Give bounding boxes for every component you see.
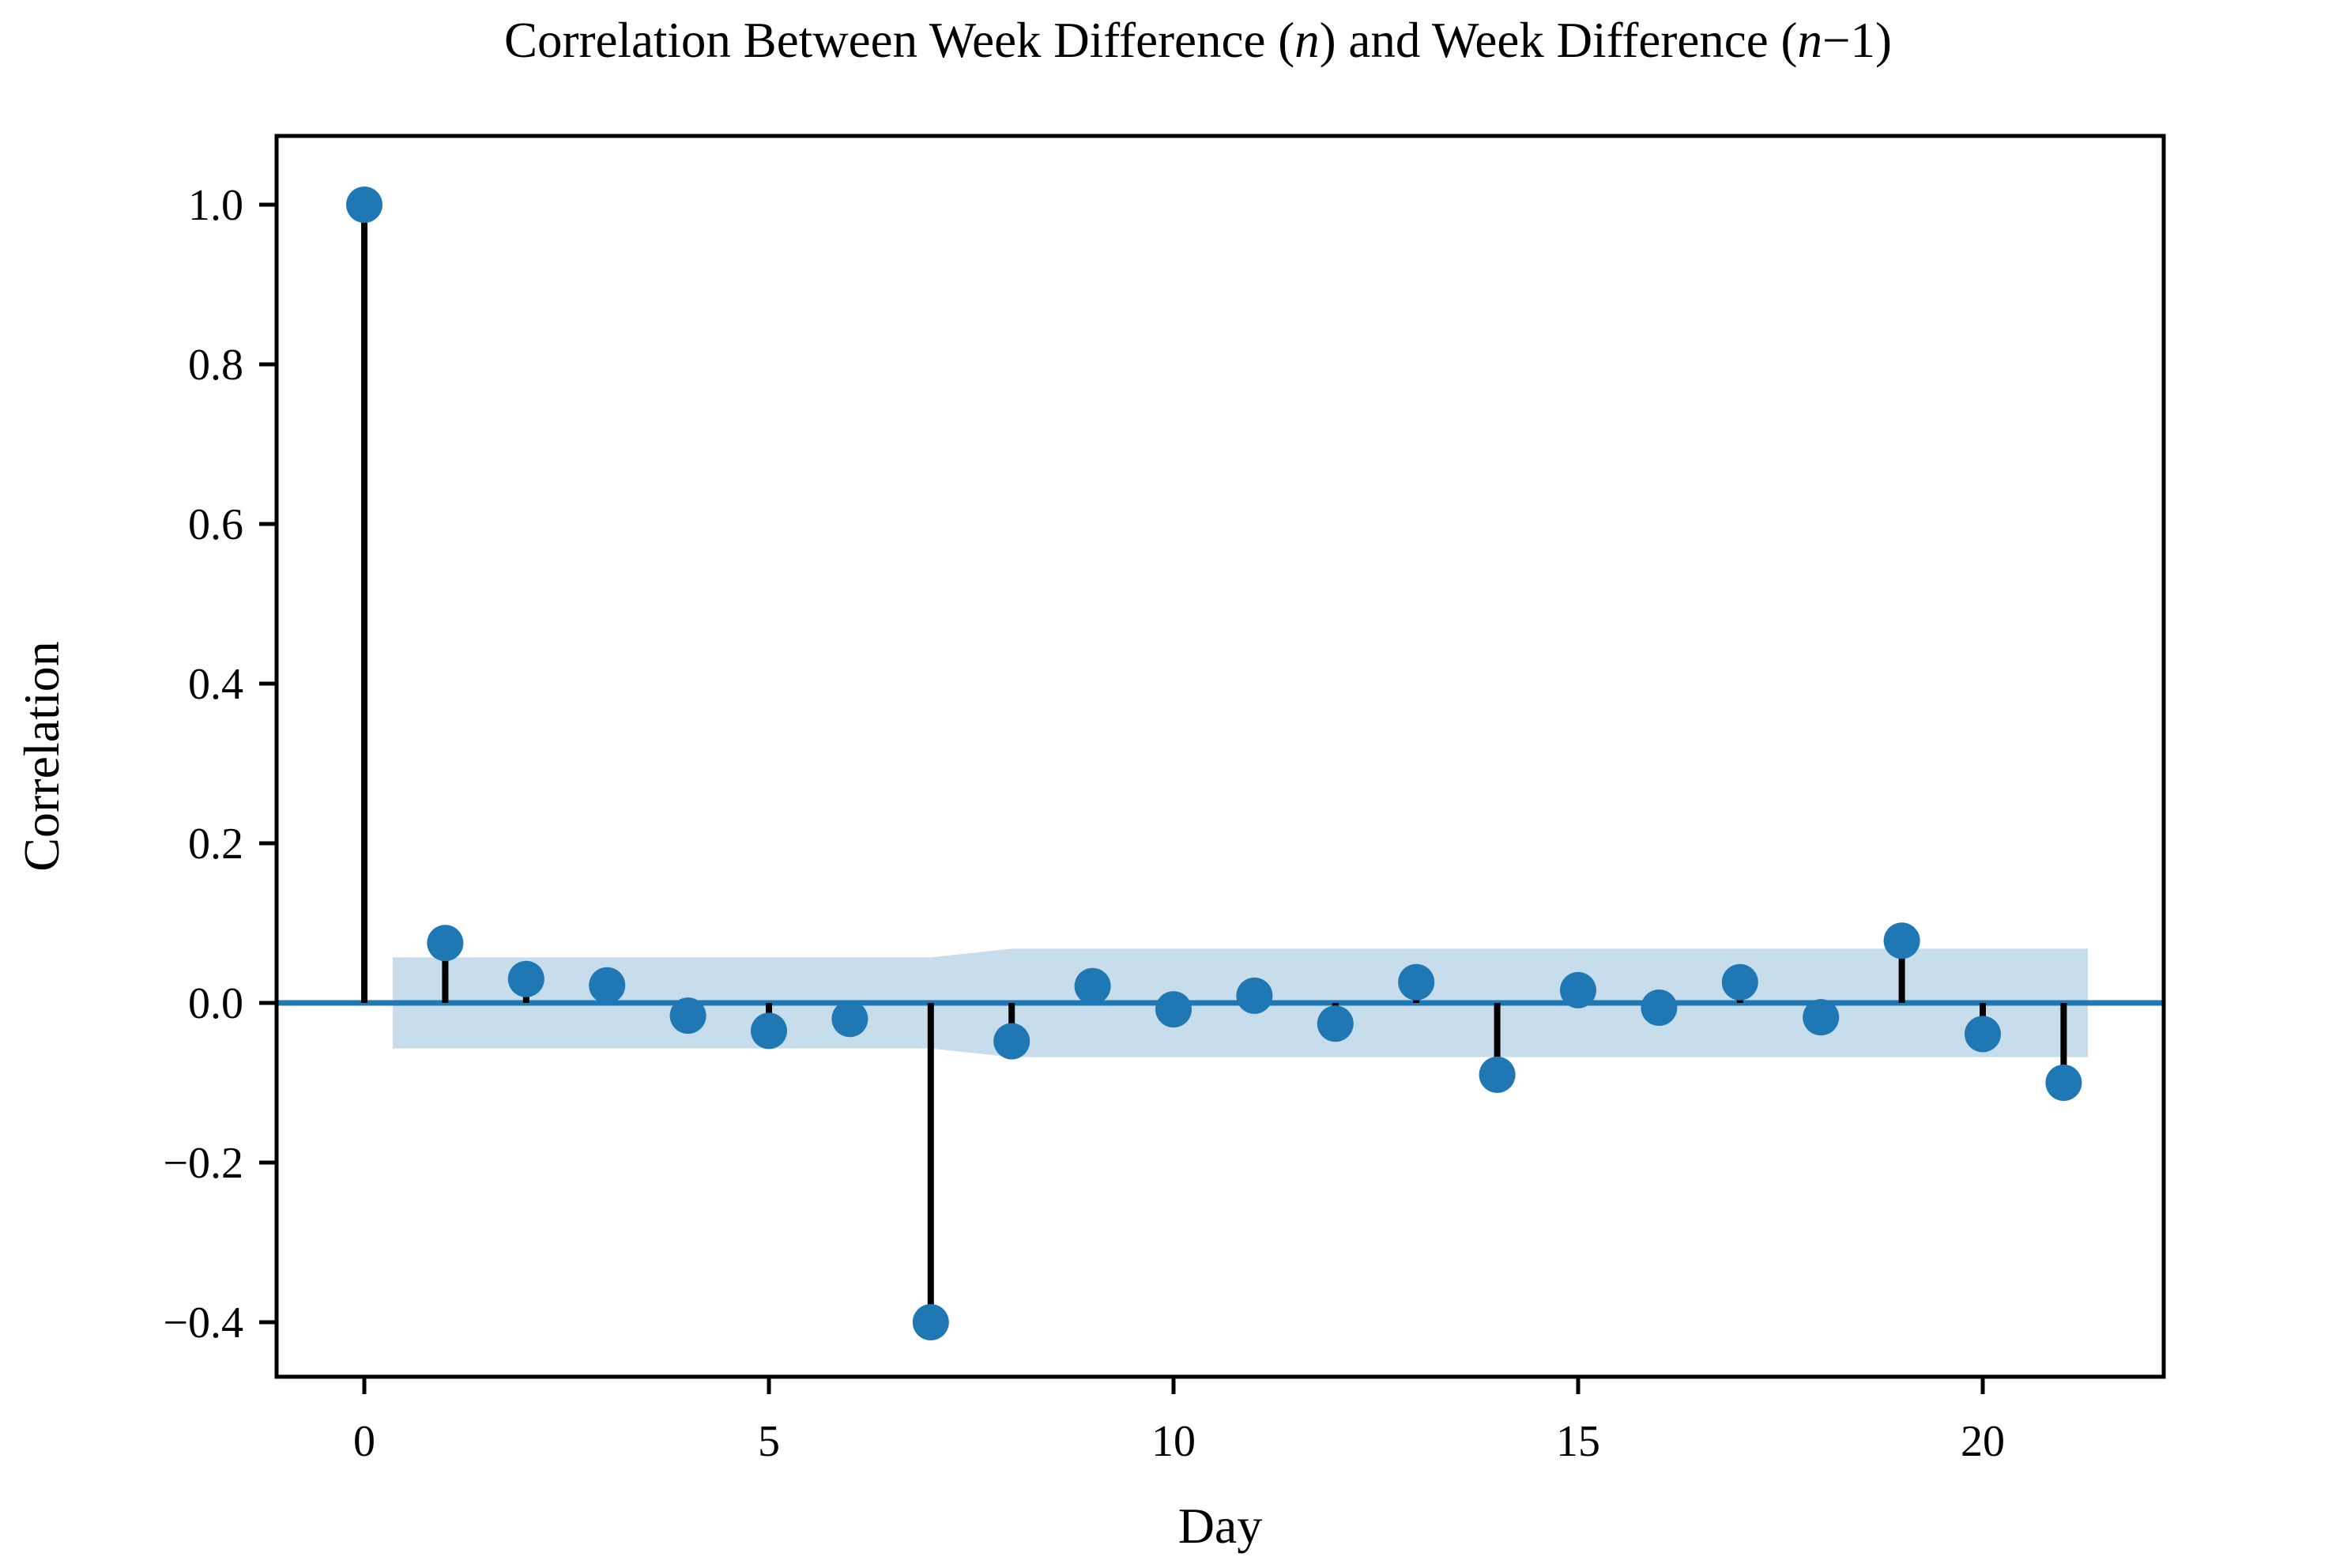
x-tick-label: 10 [1151, 1417, 1196, 1466]
plot-frame [274, 134, 2166, 1379]
acf-marker [1317, 1005, 1354, 1042]
x-tick-label: 0 [353, 1417, 375, 1466]
acf-marker [751, 1012, 787, 1050]
acf-marker [1965, 1016, 2001, 1053]
acf-marker [1074, 967, 1111, 1004]
acf-marker [1479, 1056, 1516, 1093]
x-axis-ticks: 0 5 10 15 20 [353, 1377, 2005, 1466]
stem-layer [361, 205, 2067, 1322]
acf-marker [1560, 971, 1596, 1008]
x-tick-label: 20 [1961, 1417, 2005, 1466]
acf-marker [1721, 963, 1758, 1001]
y-axis-ticks: 1.0 0.8 0.6 0.4 0.2 0.0 −0.2 −0.4 [163, 181, 277, 1348]
y-tick-label: 1.0 [188, 181, 243, 230]
acf-marker [2045, 1065, 2082, 1101]
y-tick-label: −0.2 [163, 1139, 243, 1188]
acf-marker [427, 925, 464, 962]
y-tick-label: 0.0 [188, 979, 243, 1028]
acf-marker [1155, 991, 1192, 1028]
acf-marker [589, 967, 626, 1004]
x-tick-label: 5 [758, 1417, 780, 1466]
acf-marker [507, 960, 544, 997]
acf-marker [1883, 922, 1920, 959]
acf-marker [1398, 963, 1435, 1001]
acf-marker [1236, 977, 1273, 1014]
acf-marker [993, 1023, 1030, 1060]
y-tick-label: −0.4 [163, 1298, 243, 1348]
y-tick-label: 0.2 [188, 820, 243, 869]
y-tick-label: 0.4 [188, 660, 243, 709]
acf-marker [346, 187, 382, 223]
acf-marker [912, 1304, 949, 1340]
marker-layer [346, 187, 2082, 1340]
chart-title: Correlation Between Week Difference (n) … [504, 13, 1892, 68]
y-axis-label: Correlation [13, 641, 70, 871]
x-tick-label: 15 [1556, 1417, 1600, 1466]
y-tick-label: 0.8 [188, 341, 243, 390]
x-axis-label: Day [1178, 1498, 1263, 1554]
acf-marker [1803, 999, 1840, 1036]
y-tick-label: 0.6 [188, 500, 243, 549]
acf-marker [669, 997, 706, 1035]
acf-marker [1641, 989, 1678, 1027]
acf-marker [831, 1001, 868, 1038]
